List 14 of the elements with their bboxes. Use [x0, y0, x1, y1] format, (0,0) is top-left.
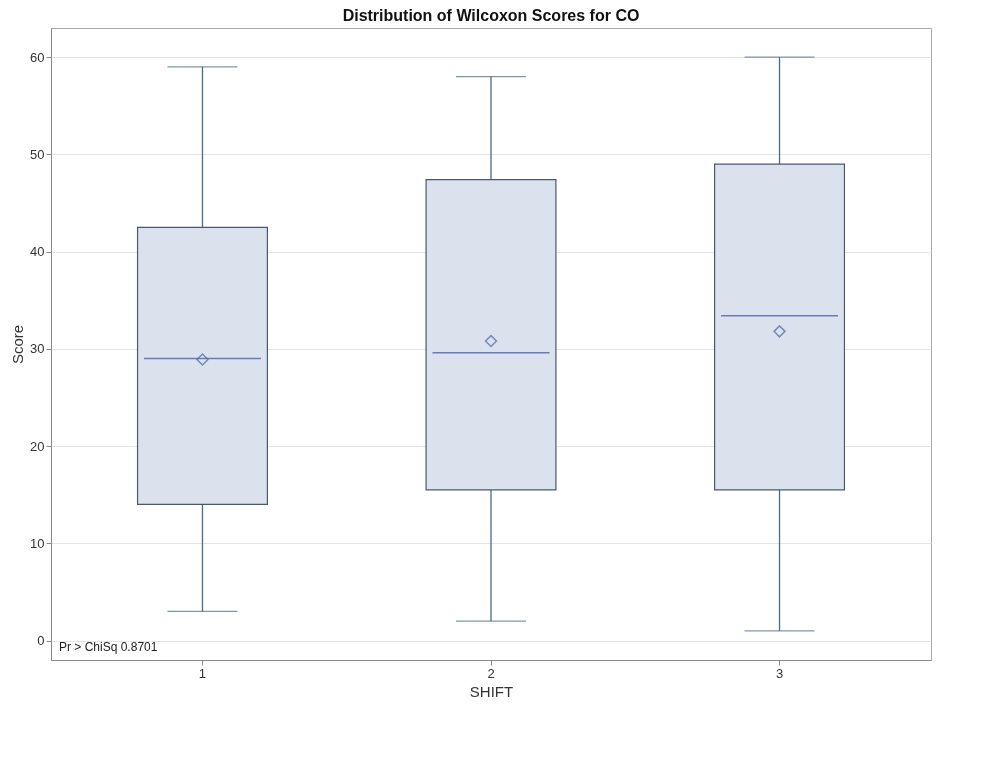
y-tick-label: 60	[30, 49, 45, 65]
x-tick-label: 3	[775, 665, 784, 681]
y-tick-label: 50	[30, 146, 45, 162]
x-tick-label: 2	[487, 665, 495, 681]
y-tick-label: 30	[30, 341, 45, 357]
y-tick-label: 40	[30, 244, 45, 260]
y-axis-title: Score	[9, 324, 27, 365]
y-tick-label: 20	[30, 438, 45, 454]
annotation: Pr > ChiSq 0.8701	[59, 640, 158, 654]
y-tick-label: 0	[37, 633, 45, 649]
y-tick-label: 10	[30, 535, 45, 551]
chart-title: Distribution of Wilcoxon Scores for CO	[342, 7, 640, 24]
x-tick-label: 1	[198, 665, 207, 681]
x-axis-title: SHIFT	[469, 682, 514, 700]
